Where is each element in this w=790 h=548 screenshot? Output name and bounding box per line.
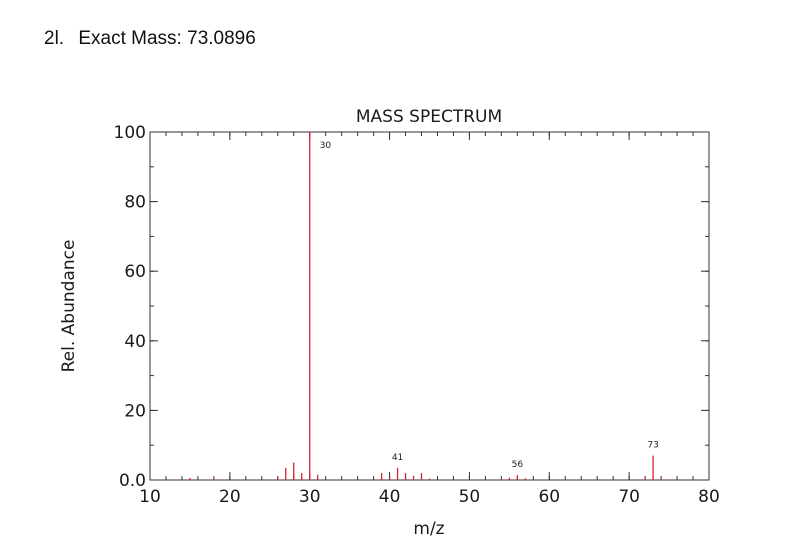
y-tick-label: 60: [124, 262, 146, 282]
x-tick-label: 20: [219, 487, 241, 507]
x-tick-label: 50: [459, 487, 481, 507]
x-tick-label: 60: [538, 487, 560, 507]
peak-label-30: 30: [320, 141, 332, 151]
y-tick-label: 20: [124, 401, 146, 421]
peak-label-73: 73: [647, 441, 658, 451]
x-tick-label: 80: [698, 487, 720, 507]
chart-title: MASS SPECTRUM: [356, 107, 502, 127]
minor-ticks: [149, 131, 710, 481]
page-heading: 2l. Exact Mass: 73.0896: [44, 28, 256, 50]
x-tick-labels: 10 20 30 40 50 60 70 80: [139, 487, 720, 507]
x-tick-label: 30: [299, 487, 321, 507]
exact-mass-label: Exact Mass:: [78, 28, 182, 49]
x-tick-label: 40: [379, 487, 401, 507]
x-tick-label: 10: [139, 487, 161, 507]
y-axis-title: Rel. Abundance: [59, 240, 79, 373]
peak-label-56: 56: [512, 460, 524, 470]
x-tick-label: 70: [618, 487, 640, 507]
plot-frame: [149, 131, 710, 481]
x-axis-title: m/z: [413, 519, 444, 539]
spectrum-bars: [189, 132, 662, 480]
peak-labels: 30 41 56 73: [320, 141, 659, 470]
y-tick-label: 0.0: [119, 471, 146, 491]
problem-id: 2l.: [44, 28, 65, 49]
y-tick-label: 40: [124, 332, 146, 352]
y-tick-labels: 0.0 20 40 60 80 100: [114, 123, 146, 491]
exact-mass-value: 73.0896: [187, 28, 256, 49]
major-ticks: [149, 131, 710, 481]
peak-label-41: 41: [392, 453, 403, 463]
y-tick-label: 100: [114, 123, 146, 143]
y-tick-label: 80: [124, 193, 146, 213]
